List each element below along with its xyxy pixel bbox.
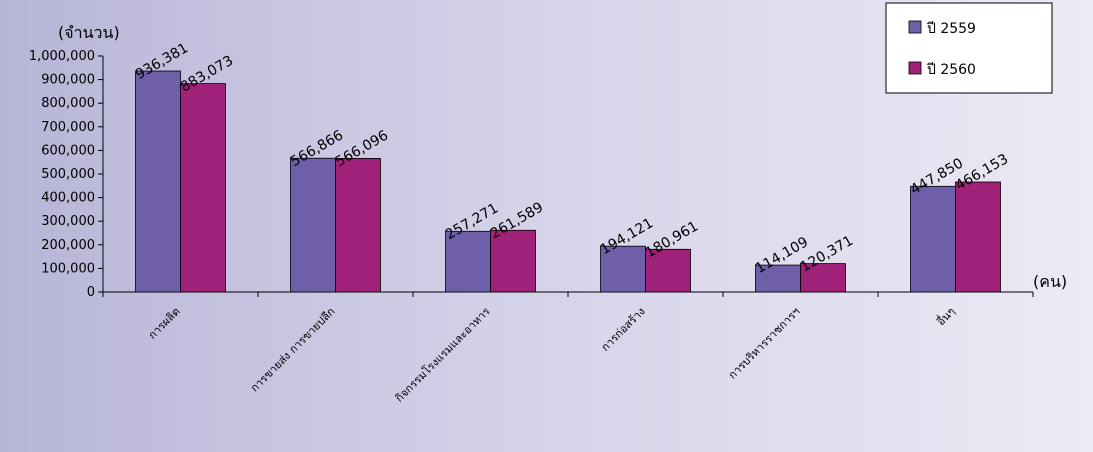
bars bbox=[135, 70, 1001, 293]
y-tick-label: 800,000 bbox=[41, 96, 95, 111]
bar bbox=[490, 229, 536, 293]
legend-box bbox=[885, 2, 1053, 94]
y-tick-label: 100,000 bbox=[41, 261, 95, 276]
bar bbox=[335, 158, 381, 293]
legend-label-2559: ปี 2559 bbox=[927, 21, 976, 37]
x-tick-label: การบริหารราชการฯ bbox=[726, 305, 803, 382]
bar bbox=[290, 157, 336, 293]
bar bbox=[180, 83, 226, 293]
y-axis: 0 100,000 200,000 300,000 400,000 500,000 600,… bbox=[29, 49, 104, 300]
legend-label-2560: ปี 2560 bbox=[927, 62, 976, 78]
y-tick-label: 0 bbox=[87, 285, 95, 300]
legend-swatch-2560 bbox=[908, 61, 922, 75]
x-tick-label: การผลิต bbox=[146, 305, 183, 342]
x-axis-unit-label: (คน) bbox=[1033, 272, 1067, 291]
bar bbox=[135, 70, 181, 293]
legend: ปี 2559 ปี 2560 bbox=[885, 2, 1053, 94]
bar bbox=[600, 245, 646, 293]
y-tick-label: 200,000 bbox=[41, 238, 95, 253]
bar bbox=[645, 248, 691, 293]
x-tick-label: กิจกรรมโรงแรมและอาหาร bbox=[392, 304, 493, 405]
bar bbox=[955, 181, 1001, 293]
x-tick-label: การขายส่ง การขายปลีก bbox=[248, 305, 338, 395]
y-tick-label: 600,000 bbox=[41, 143, 95, 158]
y-tick-label: 400,000 bbox=[41, 191, 95, 206]
x-tick-label: อื่นๆ bbox=[933, 303, 958, 328]
y-tick-label: 1,000,000 bbox=[29, 49, 95, 64]
y-tick-label: 500,000 bbox=[41, 167, 95, 182]
bar bbox=[445, 230, 491, 293]
y-axis-label: (จำนวน) bbox=[58, 23, 120, 42]
bar bbox=[800, 263, 846, 293]
x-tick-label: การก่อสร้าง bbox=[599, 305, 648, 354]
x-axis: การผลิต การขายส่ง การขายปลีก กิจกรรมโรงแรม… bbox=[102, 291, 1034, 405]
y-tick-label: 700,000 bbox=[41, 120, 95, 135]
y-tick-label: 900,000 bbox=[41, 73, 95, 88]
bar bbox=[755, 264, 801, 293]
bar bbox=[910, 185, 956, 293]
y-tick-label: 300,000 bbox=[41, 214, 95, 229]
legend-swatch-2559 bbox=[908, 20, 922, 34]
